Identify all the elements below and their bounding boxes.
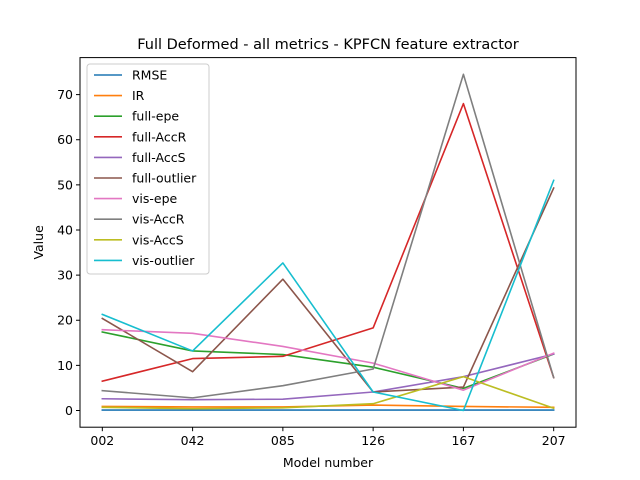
y-tick-label: 70	[57, 87, 73, 102]
y-tick-label: 0	[65, 403, 73, 418]
y-axis-label: Value	[31, 225, 46, 260]
x-tick-label: 167	[451, 433, 475, 448]
y-tick-label: 10	[57, 358, 73, 373]
x-tick-label: 126	[361, 433, 385, 448]
legend-label-full-outlier: full-outlier	[132, 171, 197, 186]
chart-title: Full Deformed - all metrics - KPFCN feat…	[137, 37, 519, 53]
x-axis: 002 042 085 126 167 207	[90, 427, 566, 448]
legend: RMSE IR full-epe full-AccR full-AccS full-out…	[86, 63, 210, 275]
x-tick-label: 042	[181, 433, 205, 448]
legend-label-full-accs: full-AccS	[132, 150, 186, 165]
y-tick-label: 50	[57, 177, 73, 192]
legend-label-vis-outlier: vis-outlier	[132, 253, 195, 268]
y-tick-label: 30	[57, 268, 73, 283]
y-tick-label: 40	[57, 222, 73, 237]
x-tick-label: 085	[271, 433, 295, 448]
legend-label-vis-accr: vis-AccR	[132, 212, 185, 227]
y-axis: 0 10 20 30 40 50 60 70	[57, 87, 80, 418]
x-tick-label: 002	[90, 433, 114, 448]
legend-label-full-accr: full-AccR	[132, 129, 187, 144]
plot-frame	[79, 57, 577, 428]
legend-label-full-epe: full-epe	[132, 109, 179, 124]
series-lines	[101, 73, 555, 412]
series-line-vis-accr	[101, 73, 555, 399]
x-tick-label: 207	[542, 433, 566, 448]
legend-label-vis-epe: vis-epe	[132, 191, 178, 206]
legend-label-rmse: RMSE	[132, 68, 167, 83]
y-tick-label: 60	[57, 132, 73, 147]
series-line-vis-accs	[101, 375, 555, 410]
series-line-vis-epe	[101, 328, 555, 391]
legend-label-ir: IR	[132, 88, 145, 103]
x-axis-label: Model number	[283, 455, 374, 470]
series-line-full-outlier	[101, 186, 555, 393]
y-tick-label: 20	[57, 313, 73, 328]
legend-label-vis-accs: vis-AccS	[132, 232, 184, 247]
series-line-vis-outlier	[101, 179, 555, 412]
